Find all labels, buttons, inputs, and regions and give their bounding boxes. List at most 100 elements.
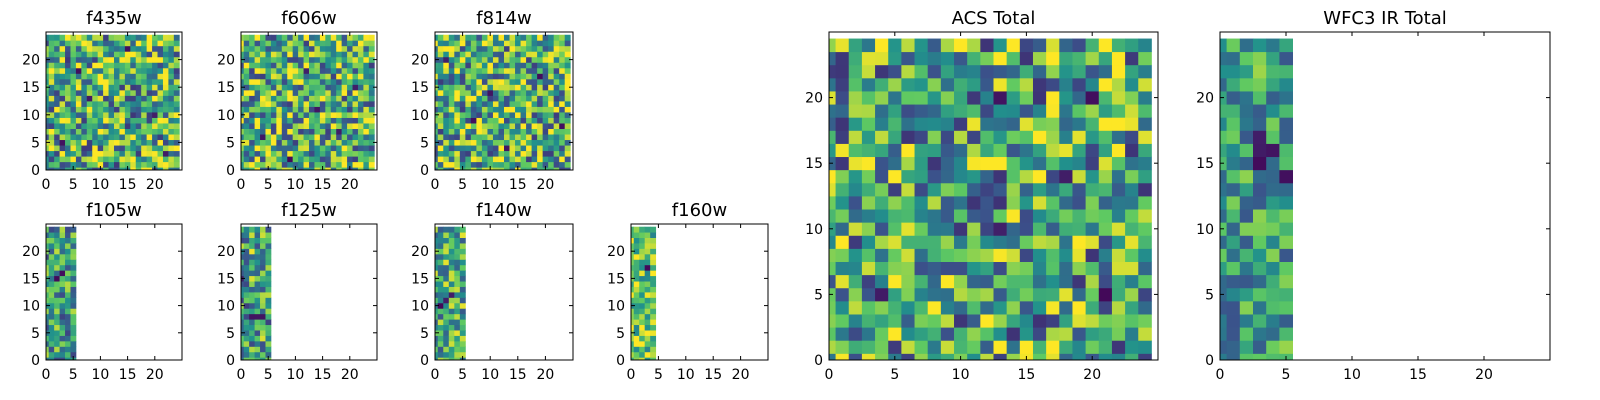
heatmap-cell (875, 287, 889, 302)
heatmap-cell (1138, 156, 1152, 171)
heatmap-cell (75, 40, 82, 47)
heatmap-cell (515, 51, 521, 58)
heatmap-cell (835, 156, 850, 171)
heatmap-cell (65, 161, 71, 168)
heatmap-cell (1006, 261, 1021, 276)
heatmap-cell (141, 112, 148, 118)
heatmap-cell (454, 150, 461, 157)
heatmap-cell (531, 101, 538, 107)
heatmap-cell (504, 106, 510, 113)
heatmap-cell (1085, 77, 1100, 92)
heatmap-cell (243, 139, 250, 146)
heatmap-cell (92, 117, 99, 124)
heatmap-cell (542, 89, 549, 96)
heatmap-cell (1072, 64, 1087, 79)
heatmap-cell (319, 123, 326, 129)
heatmap-cell (254, 45, 261, 52)
heatmap-cell (260, 40, 266, 47)
heatmap-cell (848, 91, 863, 105)
heatmap-cell (553, 78, 560, 85)
heatmap-cell (1046, 196, 1060, 210)
heatmap-cell (103, 45, 109, 52)
heatmap-cell (292, 95, 299, 102)
heatmap-cell (292, 150, 299, 157)
heatmap-cell (114, 117, 120, 124)
heatmap-cell (888, 64, 902, 79)
heatmap-cell (1220, 38, 1227, 53)
heatmap-cell (435, 78, 439, 85)
heatmap-cell (1279, 300, 1293, 315)
heatmap-cell (59, 134, 66, 141)
heatmap-cell (276, 117, 283, 124)
heatmap-cell (54, 73, 60, 80)
heatmap-cell (1226, 314, 1241, 328)
heatmap-cell (59, 270, 66, 277)
heatmap-cell (448, 161, 455, 168)
heatmap-cell (537, 145, 544, 152)
heatmap-cell (443, 357, 450, 361)
heatmap-cell (59, 253, 66, 260)
heatmap-cell (631, 232, 635, 238)
heatmap-cell (168, 139, 175, 146)
heatmap-cell (1279, 327, 1293, 341)
heatmap-cell (1266, 77, 1280, 92)
heatmap-cell (520, 78, 527, 85)
heatmap-cell (487, 84, 494, 91)
heatmap-cell (1279, 340, 1293, 354)
heatmap-cell (114, 84, 120, 91)
heatmap-cell (437, 161, 444, 168)
heatmap-cell (363, 84, 370, 91)
heatmap-cell (1072, 38, 1087, 53)
heatmap-cell (888, 261, 902, 276)
heatmap-cell (1125, 130, 1139, 144)
heatmap-cell (341, 117, 348, 124)
heatmap-cell (92, 40, 99, 47)
heatmap-cell (888, 130, 902, 144)
heatmap-cell (241, 270, 245, 277)
heatmap-cell (65, 286, 71, 293)
heatmap-cell (130, 123, 137, 129)
heatmap-cell (1085, 261, 1100, 276)
heatmap-cell (276, 73, 283, 80)
heatmap-cell (437, 139, 444, 146)
heatmap-cell (459, 51, 466, 58)
heatmap-cell (347, 40, 353, 47)
heatmap-cell (330, 117, 337, 124)
heatmap-cell (114, 145, 120, 152)
axes-frame (630, 223, 769, 361)
heatmap-cell (65, 101, 71, 107)
heatmap-cell (1032, 222, 1047, 236)
heatmap-cell (639, 281, 646, 287)
heatmap-cell (875, 235, 889, 249)
heatmap-cell (70, 78, 77, 85)
heatmap-cell (633, 286, 640, 293)
heatmap-cell (520, 150, 527, 157)
heatmap-cell (437, 123, 444, 129)
heatmap-cell (559, 150, 566, 157)
heatmap-cell (901, 169, 915, 184)
heatmap-cell (276, 167, 283, 171)
heatmap-cell (1072, 209, 1087, 223)
heatmap-cell (861, 64, 876, 79)
heatmap-cell (531, 95, 538, 102)
heatmap-cell (1006, 64, 1021, 79)
heatmap-cell (292, 134, 299, 141)
heatmap-cell (564, 145, 571, 152)
heatmap-cell (319, 145, 326, 152)
heatmap-cell (162, 139, 169, 146)
heatmap-cell (644, 330, 651, 336)
heatmap-cell (249, 308, 255, 315)
heatmap-cell (287, 45, 294, 52)
heatmap-cell (526, 161, 532, 168)
heatmap-cell (173, 45, 180, 52)
heatmap-cell (526, 112, 532, 118)
heatmap-cell (59, 319, 66, 326)
heatmap-cell (954, 209, 968, 223)
heatmap-cell (124, 134, 131, 141)
heatmap-cell (298, 150, 304, 157)
heatmap-cell (967, 274, 981, 289)
heatmap-cell (443, 123, 450, 129)
heatmap-cell (141, 56, 148, 63)
heatmap-cell (249, 237, 255, 244)
